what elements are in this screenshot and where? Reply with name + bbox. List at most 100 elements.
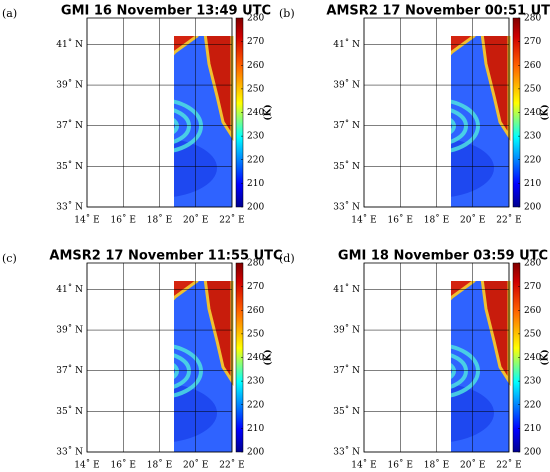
- colorbar-label: 240: [247, 108, 264, 118]
- lat-label: 33˚ N: [333, 201, 360, 213]
- land-greece: [480, 36, 511, 142]
- map: [87, 36, 234, 207]
- lat-label: 33˚ N: [56, 201, 83, 213]
- lon-label: 16˚ E: [388, 459, 413, 471]
- lat-label: 35˚ N: [333, 405, 360, 417]
- lat-label: 37˚ N: [56, 364, 83, 376]
- colorbar-label: 280: [524, 259, 541, 269]
- lon-label: 20˚ E: [183, 459, 208, 471]
- sea-patch: [174, 384, 217, 442]
- colorbar-label: 260: [524, 306, 541, 316]
- colorbar-label: 240: [524, 108, 541, 118]
- colorbar-label: 270: [524, 37, 541, 47]
- lon-label: 14˚ E: [351, 459, 376, 471]
- panel-title: GMI 16 November 13:49 UTC: [61, 4, 271, 19]
- panel: (a) GMI 16 November 13:49 UTC 41˚ N 39˚ N 37…: [2, 4, 274, 226]
- colorbar-label: 270: [247, 282, 264, 292]
- colorbar-label: 280: [524, 14, 541, 24]
- colorbar-label: 250: [524, 329, 541, 339]
- colorbar-label: 230: [524, 377, 541, 387]
- lon-label: 18˚ E: [147, 459, 172, 471]
- cloud-band: [174, 344, 203, 398]
- panel-title: AMSR2 17 November 11:55 UTC: [49, 249, 282, 264]
- colorbar-label: 260: [524, 61, 541, 71]
- cloud-core: [151, 365, 167, 377]
- panel: (c) AMSR2 17 November 11:55 UTC 41˚ N 39˚ N…: [2, 249, 283, 471]
- cloud-core: [428, 120, 444, 132]
- cloud-band: [451, 108, 468, 144]
- land-italy: [174, 281, 199, 301]
- panel-label: (a): [2, 7, 17, 20]
- colorbar-label: 240: [247, 353, 264, 363]
- lat-label: 37˚ N: [333, 119, 360, 131]
- map-frame: [363, 262, 510, 453]
- land-sicily: [87, 383, 115, 403]
- lon-label: 22˚ E: [496, 459, 521, 471]
- colorbar-unit: (K): [263, 104, 274, 120]
- lon-label: 18˚ E: [424, 459, 449, 471]
- lon-label: 18˚ E: [424, 214, 449, 226]
- colorbar-label: 260: [247, 306, 264, 316]
- lon-label: 18˚ E: [147, 214, 172, 226]
- colorbar-label: 280: [247, 259, 264, 269]
- colorbar-label: 260: [247, 61, 264, 71]
- cloud-band: [174, 362, 179, 380]
- lon-label: 22˚ E: [496, 214, 521, 226]
- lon-label: 16˚ E: [111, 214, 136, 226]
- cloud-core: [428, 365, 444, 377]
- colorbar-label: 250: [247, 84, 264, 94]
- colorbar-label: 230: [247, 132, 264, 142]
- lon-label: 20˚ E: [460, 214, 485, 226]
- land-italy: [174, 36, 199, 56]
- lat-label: 39˚ N: [56, 79, 83, 91]
- colorbar-label: 230: [524, 132, 541, 142]
- panel: (d) GMI 18 November 03:59 UTC 41˚ N 39˚ N 37…: [279, 249, 550, 471]
- cloud-band: [451, 353, 468, 389]
- colorbar-label: 280: [247, 14, 264, 24]
- land-sicily: [364, 383, 392, 403]
- colorbar-label: 220: [524, 400, 541, 410]
- colorbar-unit: (K): [263, 349, 274, 365]
- colorbar-label: 240: [524, 353, 541, 363]
- colorbar-label: 210: [524, 179, 541, 189]
- lat-label: 33˚ N: [333, 446, 360, 458]
- lat-label: 41˚ N: [333, 283, 360, 295]
- lat-label: 39˚ N: [333, 324, 360, 336]
- lon-label: 14˚ E: [351, 214, 376, 226]
- panel-title: GMI 18 November 03:59 UTC: [338, 249, 548, 264]
- panel-label: (b): [279, 7, 295, 20]
- land-italy: [451, 281, 476, 301]
- no-data: [364, 263, 404, 343]
- colorbar-unit: (K): [540, 104, 550, 120]
- panel-label: (d): [279, 252, 295, 265]
- colorbar-label: 210: [247, 424, 264, 434]
- land-italy: [451, 36, 476, 56]
- cloud-band: [451, 362, 456, 380]
- lon-label: 14˚ E: [74, 214, 99, 226]
- lat-label: 35˚ N: [333, 160, 360, 172]
- cloud-band: [174, 117, 179, 135]
- colorbar-label: 200: [524, 203, 541, 213]
- colorbar-label: 270: [524, 282, 541, 292]
- lon-label: 20˚ E: [183, 214, 208, 226]
- colorbar-label: 210: [524, 424, 541, 434]
- panel-title: AMSR2 17 November 00:51 UTC: [326, 4, 550, 19]
- lat-label: 37˚ N: [333, 364, 360, 376]
- colorbar-unit: (K): [540, 349, 550, 365]
- lon-label: 16˚ E: [111, 459, 136, 471]
- map-frame: [86, 17, 233, 208]
- map: [87, 281, 234, 452]
- map-frame: [363, 17, 510, 208]
- colorbar-label: 220: [524, 155, 541, 165]
- colorbar-label: 250: [247, 329, 264, 339]
- land-sicily: [364, 138, 392, 158]
- lat-label: 35˚ N: [56, 405, 83, 417]
- sea-patch: [174, 139, 217, 197]
- land-greece: [203, 281, 234, 387]
- land-sicily: [87, 138, 115, 158]
- lon-label: 16˚ E: [388, 214, 413, 226]
- lon-label: 22˚ E: [219, 459, 244, 471]
- lat-label: 35˚ N: [56, 160, 83, 172]
- cloud-band: [174, 99, 203, 153]
- land-greece: [203, 36, 234, 142]
